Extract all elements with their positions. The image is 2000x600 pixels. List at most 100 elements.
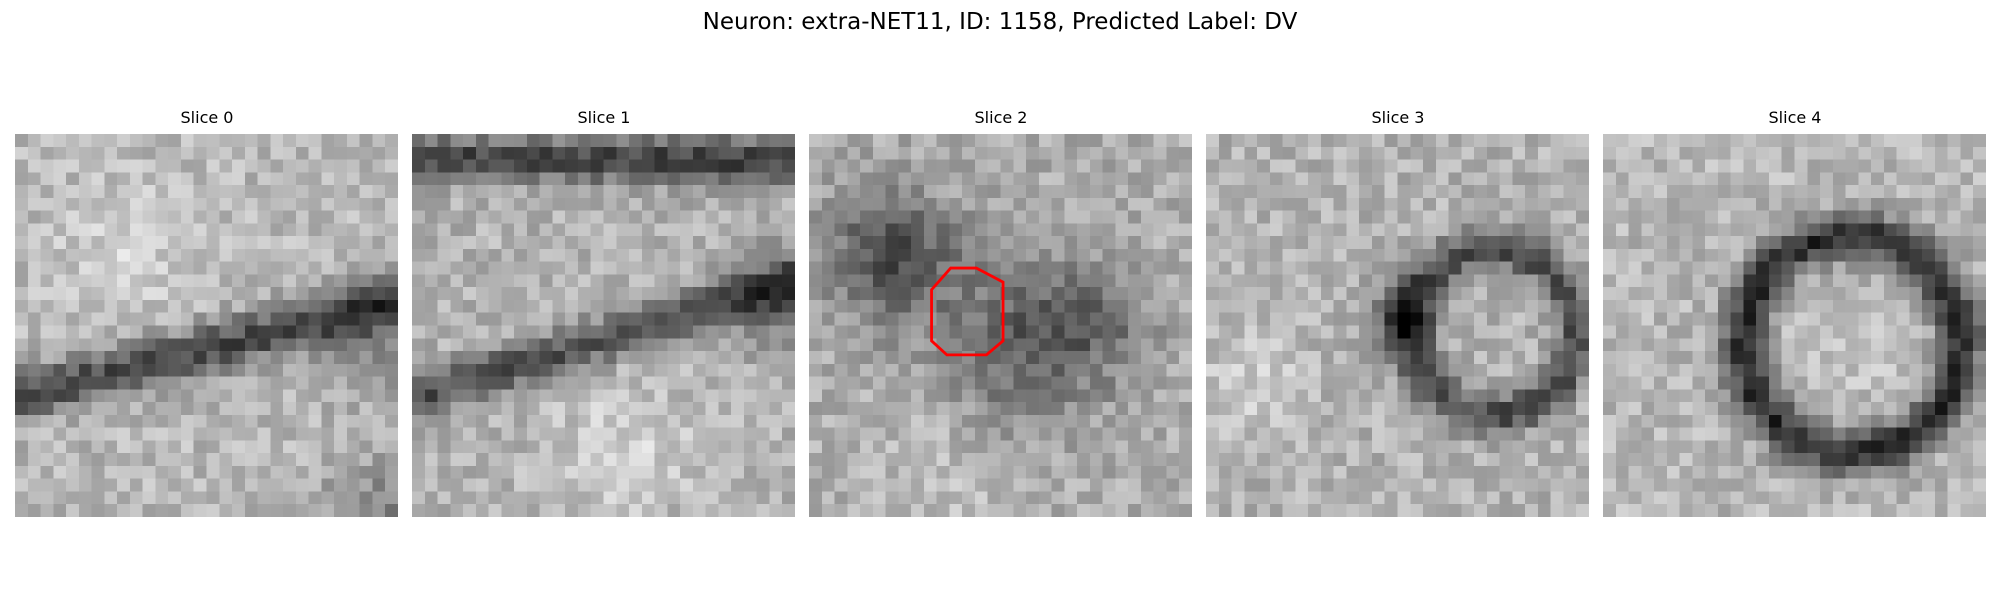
pixel xyxy=(232,504,246,517)
pixel xyxy=(590,491,604,505)
pixel xyxy=(885,338,899,352)
pixel xyxy=(577,363,591,377)
pixel xyxy=(782,248,795,262)
pixel xyxy=(1179,146,1192,160)
pixel xyxy=(1550,248,1564,262)
pixel xyxy=(1308,159,1322,173)
pixel xyxy=(1871,478,1885,492)
pixel xyxy=(1692,325,1706,339)
pixel xyxy=(834,414,848,428)
pixel xyxy=(1499,465,1513,479)
pixel xyxy=(821,363,835,377)
pixel xyxy=(1486,427,1500,441)
pixel xyxy=(821,185,835,199)
pixel xyxy=(117,414,131,428)
pixel xyxy=(1026,491,1040,505)
pixel xyxy=(1064,223,1078,237)
pixel xyxy=(629,299,643,313)
pixel xyxy=(424,440,438,454)
pixel xyxy=(129,223,143,237)
pixel xyxy=(1576,261,1589,275)
pixel xyxy=(27,478,41,492)
pixel xyxy=(705,363,719,377)
pixel xyxy=(1397,440,1411,454)
pixel xyxy=(1461,248,1475,262)
pixel xyxy=(911,504,925,517)
pixel xyxy=(1064,338,1078,352)
pixel xyxy=(15,389,29,403)
pixel xyxy=(1115,504,1129,517)
pixel xyxy=(1628,491,1642,505)
pixel xyxy=(1140,325,1154,339)
pixel xyxy=(1883,159,1897,173)
pixel xyxy=(206,465,220,479)
pixel xyxy=(911,491,925,505)
pixel xyxy=(809,427,823,441)
pixel xyxy=(117,376,131,390)
pixel xyxy=(847,287,861,301)
pixel xyxy=(821,197,835,211)
pixel xyxy=(539,414,553,428)
pixel xyxy=(603,146,617,160)
pixel xyxy=(552,402,566,416)
pixel xyxy=(463,312,477,326)
pixel xyxy=(257,338,271,352)
pixel xyxy=(1858,414,1872,428)
pixel xyxy=(1244,261,1258,275)
pixel xyxy=(898,491,912,505)
pixel xyxy=(104,440,118,454)
pixel xyxy=(1768,134,1782,148)
pixel xyxy=(1308,299,1322,313)
pixel xyxy=(1883,351,1897,365)
pixel xyxy=(193,185,207,199)
pixel xyxy=(629,351,643,365)
pixel xyxy=(359,440,373,454)
pixel xyxy=(412,325,426,339)
pixel xyxy=(283,389,297,403)
pixel xyxy=(308,248,322,262)
pixel xyxy=(962,312,976,326)
pixel xyxy=(1820,210,1834,224)
pixel xyxy=(743,402,757,416)
pixel xyxy=(718,325,732,339)
pixel xyxy=(1013,159,1027,173)
pixel xyxy=(1051,414,1065,428)
pixel xyxy=(1397,185,1411,199)
pixel xyxy=(295,363,309,377)
pixel xyxy=(1282,210,1296,224)
pixel xyxy=(1705,402,1719,416)
pixel xyxy=(219,325,233,339)
pixel xyxy=(1206,402,1220,416)
pixel xyxy=(142,325,156,339)
pixel xyxy=(1038,299,1052,313)
pixel xyxy=(40,159,54,173)
pixel xyxy=(860,453,874,467)
pixel xyxy=(667,453,681,467)
pixel xyxy=(15,210,29,224)
pixel xyxy=(1461,274,1475,288)
pixel xyxy=(885,134,899,148)
pixel xyxy=(129,491,143,505)
pixel xyxy=(1231,146,1245,160)
pixel xyxy=(1845,159,1859,173)
pixel xyxy=(1934,287,1948,301)
pixel xyxy=(743,312,757,326)
pixel xyxy=(539,402,553,416)
pixel xyxy=(180,402,194,416)
pixel xyxy=(1206,414,1220,428)
pixel xyxy=(1654,159,1668,173)
pixel xyxy=(1320,351,1334,365)
pixel xyxy=(193,299,207,313)
pixel xyxy=(1705,376,1719,390)
pixel xyxy=(334,185,348,199)
pixel xyxy=(372,414,386,428)
pixel xyxy=(1359,363,1373,377)
pixel xyxy=(270,172,284,186)
pixel xyxy=(1320,248,1334,262)
pixel xyxy=(898,210,912,224)
pixel xyxy=(1679,172,1693,186)
pixel xyxy=(270,287,284,301)
pixel xyxy=(385,248,398,262)
pixel xyxy=(244,299,258,313)
pixel xyxy=(1179,325,1192,339)
